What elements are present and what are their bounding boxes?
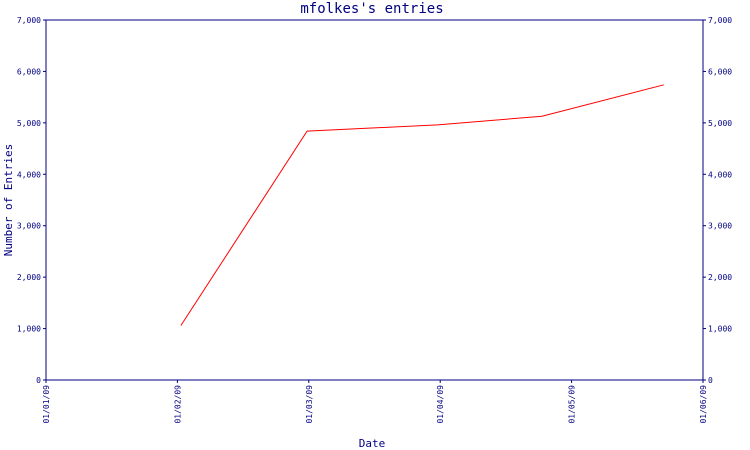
y-tick-label-left: 1,000 bbox=[17, 325, 41, 334]
y-tick-label-left: 3,000 bbox=[17, 222, 41, 231]
x-tick-label: 01/04/09 bbox=[436, 385, 445, 424]
y-tick-label-right: 3,000 bbox=[708, 222, 732, 231]
y-tick-label-left: 5,000 bbox=[17, 119, 41, 128]
y-tick-label-left: 0 bbox=[36, 376, 41, 385]
x-tick-label: 01/03/09 bbox=[305, 385, 314, 424]
y-tick-label-right: 4,000 bbox=[708, 170, 732, 179]
x-axis-label: Date bbox=[359, 437, 386, 450]
series-layer bbox=[180, 84, 664, 326]
y-tick-label-right: 1,000 bbox=[708, 325, 732, 334]
y-tick-label-right: 5,000 bbox=[708, 119, 732, 128]
y-tick-label-left: 2,000 bbox=[17, 273, 41, 282]
y-tick-label-left: 6,000 bbox=[17, 67, 41, 76]
y-tick-label-right: 2,000 bbox=[708, 273, 732, 282]
y-axis-label: Number of Entries bbox=[2, 144, 15, 257]
y-tick-label-right: 0 bbox=[708, 376, 713, 385]
y-tick-label-left: 4,000 bbox=[17, 170, 41, 179]
x-tick-label: 01/02/09 bbox=[173, 385, 182, 424]
y-tick-label-left: 7,000 bbox=[17, 16, 41, 25]
x-tick-label: 01/01/09 bbox=[42, 385, 51, 424]
x-tick-label: 01/05/09 bbox=[568, 385, 577, 424]
y-ticks-right: 0 1,000 2,000 3,000 4,000 5,000 6,000 7,000 bbox=[703, 16, 732, 385]
x-ticks: 01/01/09 01/02/09 01/03/09 01/04/09 01/05/09… bbox=[42, 380, 708, 424]
entries-series-line bbox=[180, 84, 664, 326]
y-ticks-left: 0 1,000 2,000 3,000 4,000 5,000 6,000 7,000 bbox=[17, 16, 46, 385]
x-tick-label: 01/06/09 bbox=[699, 385, 708, 424]
chart-title: mfolkes's entries bbox=[300, 1, 443, 17]
y-tick-label-right: 7,000 bbox=[708, 16, 732, 25]
plot-frame bbox=[45, 19, 704, 381]
y-tick-label-right: 6,000 bbox=[708, 67, 732, 76]
